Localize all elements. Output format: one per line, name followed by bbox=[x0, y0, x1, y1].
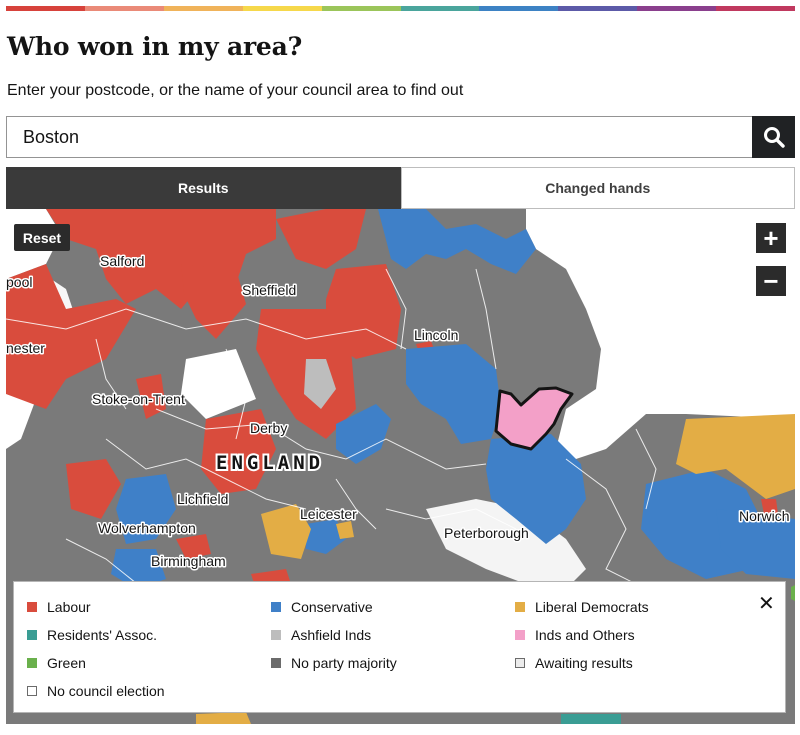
legend-label: Green bbox=[47, 655, 86, 671]
map-area-libdem[interactable] bbox=[676, 414, 795, 499]
label-england: ENGLAND bbox=[216, 452, 324, 474]
page-title: Who won in my area? bbox=[7, 32, 303, 61]
legend-swatch bbox=[271, 630, 281, 640]
search-icon bbox=[763, 127, 785, 148]
rainbow-segment bbox=[716, 6, 796, 11]
legend-label: No council election bbox=[47, 683, 165, 699]
rainbow-segment bbox=[479, 6, 559, 11]
reset-button[interactable]: Reset bbox=[14, 224, 70, 251]
label-norwich: Norwich bbox=[739, 508, 790, 524]
legend-item-conservative: Conservative bbox=[271, 599, 373, 615]
map-area-labour[interactable] bbox=[276, 209, 366, 269]
map-area-no-election bbox=[181, 349, 256, 419]
map-legend: ✕ Labour Conservative Liberal Democrats … bbox=[13, 581, 786, 713]
zoom-in-button[interactable]: + bbox=[756, 223, 786, 253]
label-salford: Salford bbox=[100, 253, 144, 269]
map-area-boston-highlight[interactable] bbox=[494, 386, 574, 451]
label-pool: pool bbox=[6, 274, 32, 290]
map-area-libdem[interactable] bbox=[261, 504, 311, 559]
map-area-conservative[interactable] bbox=[336, 404, 391, 464]
tab-bar: Results Changed hands bbox=[6, 167, 795, 209]
legend-item-labour: Labour bbox=[27, 599, 91, 615]
map-area-conservative[interactable] bbox=[716, 509, 795, 579]
map-area-labour[interactable] bbox=[136, 374, 166, 419]
map-area-conservative[interactable] bbox=[111, 549, 166, 589]
rainbow-segment bbox=[637, 6, 717, 11]
label-birmingham: Birmingham bbox=[151, 553, 226, 569]
map-area-labour[interactable] bbox=[761, 499, 778, 514]
legend-swatch bbox=[27, 686, 37, 696]
legend-label: Awaiting results bbox=[535, 655, 633, 671]
zoom-out-button[interactable]: − bbox=[756, 266, 786, 296]
map-area-labour[interactable] bbox=[46, 209, 276, 309]
map-area-labour[interactable] bbox=[181, 264, 246, 339]
legend-swatch bbox=[515, 630, 525, 640]
legend-item-no-majority: No party majority bbox=[271, 655, 397, 671]
legend-label: No party majority bbox=[291, 655, 397, 671]
map-area-labour[interactable] bbox=[326, 264, 401, 359]
search-input[interactable] bbox=[6, 116, 752, 158]
rainbow-segment bbox=[6, 6, 85, 11]
rainbow-segment bbox=[321, 6, 401, 11]
legend-swatch bbox=[515, 658, 525, 668]
map-area-conservative[interactable] bbox=[406, 344, 501, 444]
legend-label: Residents' Assoc. bbox=[47, 627, 158, 643]
label-lichfield: Lichfield bbox=[177, 491, 228, 507]
legend-item-libdem: Liberal Democrats bbox=[515, 599, 649, 615]
label-sheffield: Sheffield bbox=[242, 282, 296, 298]
rainbow-segment bbox=[84, 6, 164, 11]
map-area-labour[interactable] bbox=[176, 534, 211, 559]
map-area-ashfield[interactable] bbox=[304, 359, 336, 409]
legend-swatch bbox=[27, 658, 37, 668]
map-area-residents[interactable] bbox=[561, 714, 621, 724]
map-area-no-election bbox=[526, 209, 795, 459]
rainbow-bar bbox=[6, 6, 796, 11]
legend-swatch bbox=[515, 602, 525, 612]
label-wolverhampton: Wolverhampton bbox=[98, 520, 196, 536]
map-area-labour[interactable] bbox=[66, 459, 121, 519]
page-subtitle: Enter your postcode, or the name of your… bbox=[7, 82, 464, 99]
label-lincoln: Lincoln bbox=[414, 327, 458, 343]
tab-changed-hands[interactable]: Changed hands bbox=[400, 167, 795, 209]
legend-swatch bbox=[271, 658, 281, 668]
legend-item-ashfield: Ashfield Inds bbox=[271, 627, 371, 643]
label-stoke: Stoke-on-Trent bbox=[92, 391, 185, 407]
map-area-libdem[interactable] bbox=[196, 712, 251, 724]
label-peterborough: Peterborough bbox=[444, 525, 529, 541]
legend-label: Inds and Others bbox=[535, 627, 635, 643]
legend-item-no-election: No council election bbox=[27, 683, 165, 699]
legend-swatch bbox=[27, 630, 37, 640]
legend-label: Conservative bbox=[291, 599, 373, 615]
legend-item-green: Green bbox=[27, 655, 86, 671]
legend-label: Ashfield Inds bbox=[291, 627, 372, 643]
label-leicester: Leicester bbox=[300, 506, 357, 522]
legend-label: Labour bbox=[47, 599, 91, 615]
label-derby: Derby bbox=[250, 420, 287, 436]
map-area-libdem[interactable] bbox=[336, 521, 354, 539]
legend-item-inds: Inds and Others bbox=[515, 627, 635, 643]
rainbow-segment bbox=[400, 6, 480, 11]
map-area-green[interactable] bbox=[791, 585, 795, 601]
rainbow-segment bbox=[558, 6, 638, 11]
legend-label: Liberal Democrats bbox=[535, 599, 649, 615]
tab-results[interactable]: Results bbox=[6, 167, 401, 209]
map-area-conservative[interactable] bbox=[306, 519, 346, 554]
legend-swatch bbox=[271, 602, 281, 612]
map-boundaries bbox=[6, 268, 657, 610]
map-area-conservative[interactable] bbox=[486, 434, 586, 544]
close-icon[interactable]: ✕ bbox=[758, 593, 775, 615]
rainbow-segment bbox=[242, 6, 322, 11]
label-nester: nester bbox=[6, 340, 45, 356]
legend-item-residents: Residents' Assoc. bbox=[27, 627, 157, 643]
map-area-conservative[interactable] bbox=[378, 209, 536, 274]
search-button[interactable] bbox=[752, 116, 795, 158]
rainbow-segment bbox=[163, 6, 243, 11]
legend-swatch bbox=[27, 602, 37, 612]
map-area-conservative[interactable] bbox=[116, 474, 176, 544]
search-box bbox=[6, 116, 795, 158]
map-area-no-election bbox=[426, 499, 586, 589]
map-area-labour[interactable] bbox=[201, 409, 276, 494]
map-area-labour[interactable] bbox=[6, 264, 136, 409]
legend-item-awaiting: Awaiting results bbox=[515, 655, 633, 671]
